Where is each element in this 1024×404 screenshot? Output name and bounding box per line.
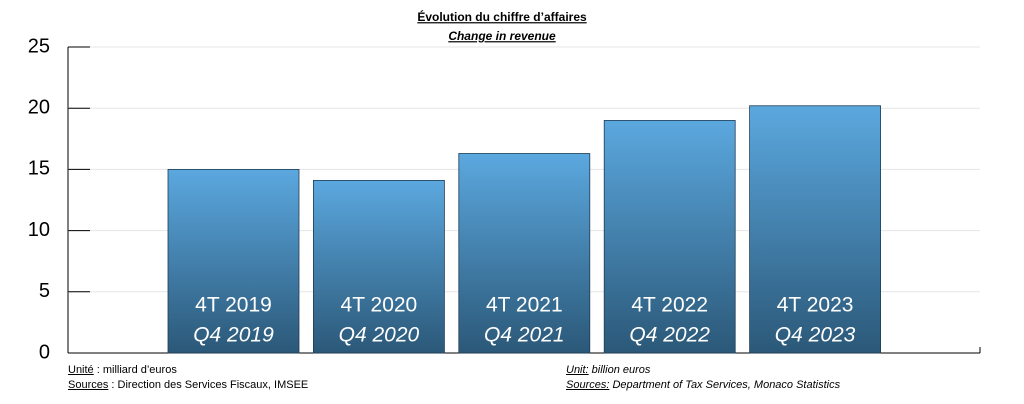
unit-fr: Unité : milliard d’euros xyxy=(68,364,177,376)
unit-en-label: Unit: xyxy=(566,364,589,376)
chart: Évolution du chiffre d’affaires Change i… xyxy=(28,9,981,363)
unit-fr-label: Unité xyxy=(68,364,94,376)
y-tick-label: 20 xyxy=(28,96,50,118)
y-tick-label: 15 xyxy=(28,158,50,180)
y-tick-label: 5 xyxy=(39,280,50,302)
bar-label-en: Q4 2019 xyxy=(193,324,274,347)
chart-title: Évolution du chiffre d’affaires xyxy=(417,9,587,24)
unit-en: Unit: billion euros xyxy=(566,364,650,376)
bar-label-en: Q4 2022 xyxy=(629,324,710,347)
chart-subtitle: Change in revenue xyxy=(448,29,556,43)
unit-en-text: billion euros xyxy=(588,364,651,376)
bar-label: 4T 2020 xyxy=(341,294,418,317)
sources-en-label: Sources: xyxy=(566,379,610,391)
bar xyxy=(167,168,300,354)
bar-label-en: Q4 2023 xyxy=(775,324,856,347)
bar-label-en: Q4 2021 xyxy=(484,324,565,347)
sources-fr-text: : Direction des Services Fiscaux, IMSEE xyxy=(108,379,309,391)
bar-label: 4T 2022 xyxy=(631,294,708,317)
bar-label: 4T 2019 xyxy=(195,294,272,317)
y-tick-label: 25 xyxy=(28,35,50,57)
sources-en: Sources: Department of Tax Services, Mon… xyxy=(566,379,840,391)
bar xyxy=(458,153,591,354)
y-tick-label: 10 xyxy=(28,219,50,241)
sources-fr-label: Sources xyxy=(68,379,109,391)
bar xyxy=(603,120,736,354)
bar-label: 4T 2021 xyxy=(486,294,563,317)
bar xyxy=(312,180,445,354)
y-tick-label: 0 xyxy=(39,341,50,363)
sources-fr: Sources : Direction des Services Fiscaux… xyxy=(68,379,308,391)
bar xyxy=(749,105,881,354)
bar-label: 4T 2023 xyxy=(777,294,854,317)
sources-en-text: Department of Tax Services, Monaco Stati… xyxy=(609,379,841,391)
unit-fr-text: : milliard d’euros xyxy=(93,364,177,376)
bar-label-en: Q4 2020 xyxy=(339,324,420,347)
